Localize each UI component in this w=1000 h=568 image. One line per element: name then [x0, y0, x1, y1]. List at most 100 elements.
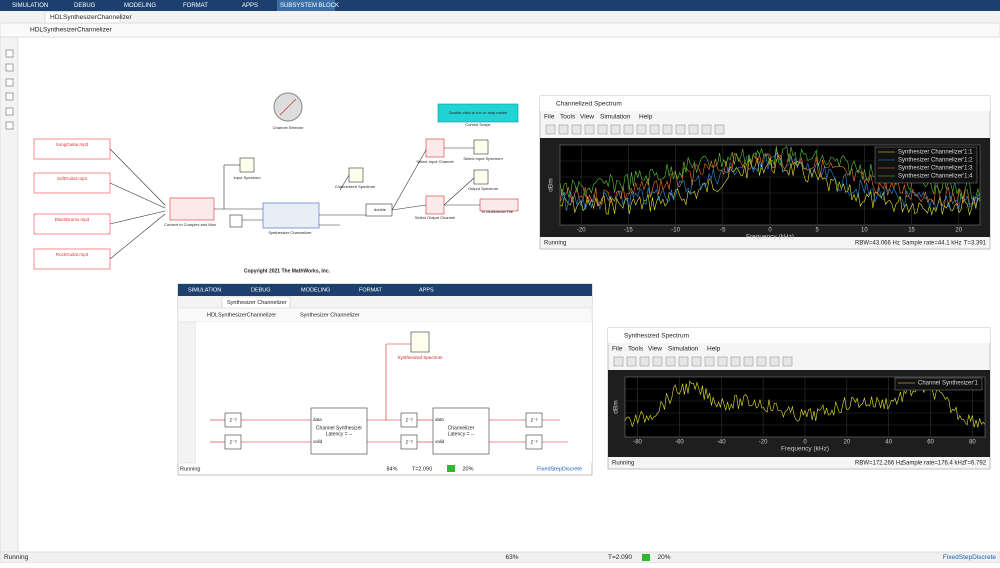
- scope-status: T=3.391: [964, 241, 987, 247]
- block-label: Channel Selector: [273, 125, 304, 130]
- source-label: RockGuitar.mp3: [56, 252, 89, 257]
- scope-tool[interactable]: [730, 356, 741, 367]
- port-label: data: [313, 417, 322, 422]
- status-time: T=2.090: [608, 554, 632, 561]
- tool-button[interactable]: [5, 78, 14, 87]
- toolstrip-tab[interactable]: FORMAT: [359, 287, 382, 293]
- scope-tool[interactable]: [717, 356, 728, 367]
- scope-tool[interactable]: [584, 124, 595, 135]
- scope-status: Running: [612, 461, 634, 467]
- toolstrip-tab[interactable]: SUBSYSTEM BLOCK: [280, 3, 339, 9]
- tool-button[interactable]: [5, 121, 14, 130]
- document-tab[interactable]: [44, 11, 121, 24]
- const-block: [229, 214, 243, 228]
- scope-tool[interactable]: [675, 124, 686, 135]
- block-label: Control Scope: [465, 122, 491, 127]
- scope-tool[interactable]: [678, 356, 689, 367]
- scope-block: [239, 157, 255, 173]
- port-label: data: [435, 417, 444, 422]
- address-path: HDLSynthesizerChannelizer: [30, 27, 112, 34]
- scope-tool[interactable]: [597, 124, 608, 135]
- toolstrip-tab[interactable]: APPS: [242, 3, 258, 9]
- scope-tool[interactable]: [623, 124, 634, 135]
- x-tick-label: 15: [908, 228, 915, 234]
- toolstrip-tab[interactable]: FORMAT: [183, 3, 208, 9]
- tool-button[interactable]: [5, 63, 14, 72]
- menu-item[interactable]: Tools: [560, 114, 576, 121]
- scope-tool[interactable]: [769, 356, 780, 367]
- x-axis-label: Frequency (kHz): [746, 234, 794, 241]
- menu-item[interactable]: View: [648, 346, 662, 353]
- scope-tool[interactable]: [639, 356, 650, 367]
- scope-tool[interactable]: [626, 356, 637, 367]
- menu-item[interactable]: File: [544, 114, 555, 121]
- control-button[interactable]: [437, 103, 519, 123]
- scope-tool[interactable]: [613, 356, 624, 367]
- scope-tool[interactable]: [558, 124, 569, 135]
- active-tab: [277, 0, 335, 11]
- x-axis-label: Frequency (kHz): [781, 446, 829, 453]
- toolstrip-tab[interactable]: APPS: [419, 287, 434, 293]
- block-label: Output Spectrum: [468, 186, 499, 191]
- scope-tool[interactable]: [545, 124, 556, 135]
- wire: [391, 149, 427, 211]
- block-label: Channel Synthesizer: [316, 425, 362, 431]
- scope-tool[interactable]: [701, 124, 712, 135]
- spectrum-trace: [559, 148, 981, 207]
- source-label: SoftGuitar.mp3: [57, 176, 88, 181]
- scope-tool[interactable]: [636, 124, 647, 135]
- scope-tool[interactable]: [571, 124, 582, 135]
- scope-block: [473, 139, 489, 155]
- scope-tool[interactable]: [691, 356, 702, 367]
- toolstrip-tab[interactable]: DEBUG: [74, 3, 96, 9]
- progress-bar: [642, 554, 650, 561]
- x-tick-label: 0: [803, 440, 807, 446]
- synth-block: [310, 407, 368, 455]
- x-tick-label: 5: [816, 228, 820, 234]
- delay-label: z⁻³: [230, 439, 237, 445]
- menu-item[interactable]: Help: [639, 114, 653, 121]
- menu-item[interactable]: Tools: [628, 346, 644, 353]
- tool-button[interactable]: [5, 107, 14, 116]
- legend-label: Synthesizer Channelizer'1:4: [898, 174, 973, 180]
- status-time: T=2.090: [412, 466, 432, 472]
- menu-item[interactable]: Simulation: [600, 114, 631, 121]
- toolstrip-tab[interactable]: DEBUG: [251, 287, 271, 293]
- menu-item[interactable]: Simulation: [668, 346, 699, 353]
- toolstrip: [0, 0, 1000, 11]
- menu-item[interactable]: View: [580, 114, 594, 121]
- tool-button[interactable]: [5, 92, 14, 101]
- status-zoom: 63%: [505, 554, 518, 561]
- block-label: Synthesizer Channelizer: [268, 230, 312, 235]
- status-progress: 20%: [657, 554, 670, 561]
- scope-tool[interactable]: [652, 356, 663, 367]
- x-tick-label: -80: [633, 440, 642, 446]
- block-label: To Multimedia File: [481, 209, 514, 214]
- scope-title: Channelized Spectrum: [556, 101, 622, 108]
- scope-tool[interactable]: [688, 124, 699, 135]
- scope-tool[interactable]: [743, 356, 754, 367]
- toolstrip-tab[interactable]: MODELING: [301, 287, 330, 293]
- subsystem-toolstrip: [178, 284, 592, 296]
- scope-title-bar: [540, 96, 990, 111]
- scope-tool[interactable]: [649, 124, 660, 135]
- menu-item[interactable]: Help: [707, 346, 721, 353]
- scope-tool[interactable]: [665, 356, 676, 367]
- scope-tool[interactable]: [782, 356, 793, 367]
- menu-item[interactable]: File: [612, 346, 623, 353]
- scope-tool[interactable]: [704, 356, 715, 367]
- status-solver[interactable]: FixedStepDiscrete: [943, 554, 996, 561]
- toolstrip-tab[interactable]: SIMULATION: [188, 287, 221, 293]
- toolstrip-tab[interactable]: SIMULATION: [12, 3, 48, 9]
- scope-tool[interactable]: [662, 124, 673, 135]
- scope-tool[interactable]: [756, 356, 767, 367]
- scope-tool[interactable]: [610, 124, 621, 135]
- toolstrip-tab[interactable]: MODELING: [124, 3, 156, 9]
- status-bar: [0, 551, 1000, 564]
- scope-tool[interactable]: [714, 124, 725, 135]
- x-tick-label: 40: [885, 440, 892, 446]
- tool-button[interactable]: [5, 49, 14, 58]
- wire: [443, 177, 475, 206]
- x-tick-label: -40: [717, 440, 726, 446]
